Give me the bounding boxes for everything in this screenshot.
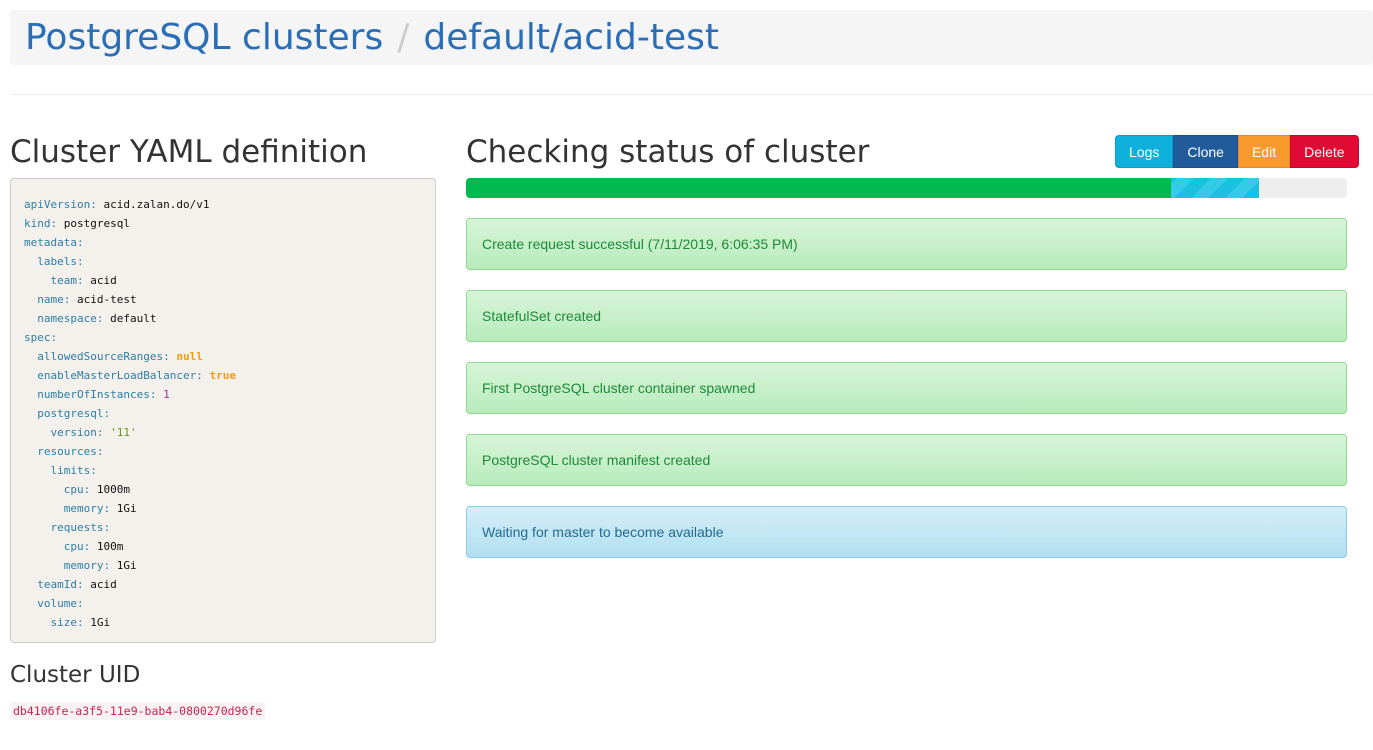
yaml-line: version: '11' bbox=[50, 426, 137, 439]
yaml-key: apiVersion bbox=[24, 198, 91, 211]
yaml-value: default bbox=[110, 312, 157, 325]
yaml-value: acid-test bbox=[77, 293, 137, 306]
yaml-line: teamId: acid bbox=[37, 578, 117, 591]
status-step-info: Waiting for master to become available bbox=[466, 506, 1347, 558]
yaml-line: memory: 1Gi bbox=[63, 502, 137, 515]
delete-button[interactable]: Delete bbox=[1290, 135, 1359, 168]
yaml-line: name: acid-test bbox=[37, 293, 137, 306]
yaml-key: cpu bbox=[63, 483, 84, 496]
yaml-key: metadata bbox=[24, 236, 77, 249]
yaml-key: cpu bbox=[63, 540, 84, 553]
yaml-value: null bbox=[176, 350, 203, 363]
progress-complete bbox=[466, 178, 1171, 198]
cluster-uid: db4106fe-a3f5-11e9-bab4-0800270d96fe bbox=[10, 702, 266, 720]
yaml-value: acid.zalan.do/v1 bbox=[103, 198, 210, 211]
yaml-key: limits bbox=[50, 464, 91, 477]
yaml-line: apiVersion: acid.zalan.do/v1 bbox=[24, 198, 210, 211]
yaml-key: postgresql bbox=[37, 407, 104, 420]
yaml-line: metadata: bbox=[24, 236, 84, 249]
edit-button[interactable]: Edit bbox=[1237, 135, 1291, 168]
yaml-value: 1Gi bbox=[116, 502, 137, 515]
divider bbox=[10, 94, 1373, 95]
yaml-key: size bbox=[50, 616, 78, 629]
yaml-line: size: 1Gi bbox=[50, 616, 111, 629]
yaml-value: 1000m bbox=[96, 483, 130, 496]
yaml-line: namespace: default bbox=[37, 312, 157, 325]
yaml-line: volume: bbox=[37, 597, 84, 610]
yaml-key: version bbox=[50, 426, 97, 439]
yaml-line: enableMasterLoadBalancer: true bbox=[37, 369, 236, 382]
yaml-key: labels bbox=[37, 255, 77, 268]
yaml-key: memory bbox=[63, 502, 104, 515]
breadcrumb: PostgreSQL clusters / default/acid-test bbox=[10, 10, 1373, 65]
clone-button[interactable]: Clone bbox=[1173, 135, 1238, 168]
yaml-key: numberOfInstances bbox=[37, 388, 150, 401]
yaml-line: spec: bbox=[24, 331, 58, 344]
yaml-line: numberOfInstances: 1 bbox=[37, 388, 170, 401]
status-progress-bar bbox=[466, 178, 1347, 198]
yaml-line: allowedSourceRanges: null bbox=[37, 350, 203, 363]
yaml-key: team bbox=[50, 274, 78, 287]
yaml-line: requests: bbox=[50, 521, 111, 534]
yaml-key: teamId bbox=[37, 578, 77, 591]
yaml-key: allowedSourceRanges bbox=[37, 350, 164, 363]
yaml-key: resources bbox=[37, 445, 97, 458]
uid-title: Cluster UID bbox=[10, 662, 141, 688]
yaml-line: limits: bbox=[50, 464, 97, 477]
status-step-success: StatefulSet created bbox=[466, 290, 1347, 342]
yaml-value: 100m bbox=[96, 540, 124, 553]
status-title: Checking status of cluster bbox=[466, 134, 870, 170]
yaml-value: 1 bbox=[163, 388, 170, 401]
logs-button[interactable]: Logs bbox=[1115, 135, 1174, 168]
breadcrumb-clusters-link[interactable]: PostgreSQL clusters bbox=[25, 17, 384, 58]
action-button-group: Logs Clone Edit Delete bbox=[1115, 135, 1359, 168]
status-step-success: PostgreSQL cluster manifest created bbox=[466, 434, 1347, 486]
yaml-key: requests bbox=[50, 521, 104, 534]
progress-in-progress bbox=[1170, 178, 1259, 198]
yaml-line: resources: bbox=[37, 445, 104, 458]
yaml-value: postgresql bbox=[63, 217, 130, 230]
yaml-line: memory: 1Gi bbox=[63, 559, 137, 572]
yaml-key: name bbox=[37, 293, 64, 306]
yaml-line: team: acid bbox=[50, 274, 117, 287]
yaml-value: 1Gi bbox=[116, 559, 137, 572]
yaml-line: postgresql: bbox=[37, 407, 111, 420]
status-step-success: First PostgreSQL cluster container spawn… bbox=[466, 362, 1347, 414]
yaml-value: 1Gi bbox=[90, 616, 111, 629]
yaml-key: volume bbox=[37, 597, 77, 610]
yaml-key: enableMasterLoadBalancer bbox=[37, 369, 197, 382]
breadcrumb-separator: / bbox=[397, 17, 410, 58]
yaml-line: cpu: 1000m bbox=[63, 483, 130, 496]
yaml-key: memory bbox=[63, 559, 104, 572]
yaml-line: kind: postgresql bbox=[24, 217, 130, 230]
yaml-value: true bbox=[209, 369, 236, 382]
yaml-key: spec bbox=[24, 331, 51, 344]
breadcrumb-current-link[interactable]: default/acid-test bbox=[423, 17, 719, 58]
status-step-success: Create request successful (7/11/2019, 6:… bbox=[466, 218, 1347, 270]
yaml-line: cpu: 100m bbox=[63, 540, 124, 553]
yaml-title: Cluster YAML definition bbox=[10, 134, 368, 170]
yaml-key: namespace bbox=[37, 312, 97, 325]
yaml-value: acid bbox=[90, 578, 117, 591]
yaml-value: '11' bbox=[110, 426, 137, 439]
yaml-key: kind bbox=[24, 217, 51, 230]
yaml-line: labels: bbox=[37, 255, 84, 268]
yaml-value: acid bbox=[90, 274, 117, 287]
yaml-definition: apiVersion: acid.zalan.do/v1 kind: postgr… bbox=[10, 178, 436, 643]
